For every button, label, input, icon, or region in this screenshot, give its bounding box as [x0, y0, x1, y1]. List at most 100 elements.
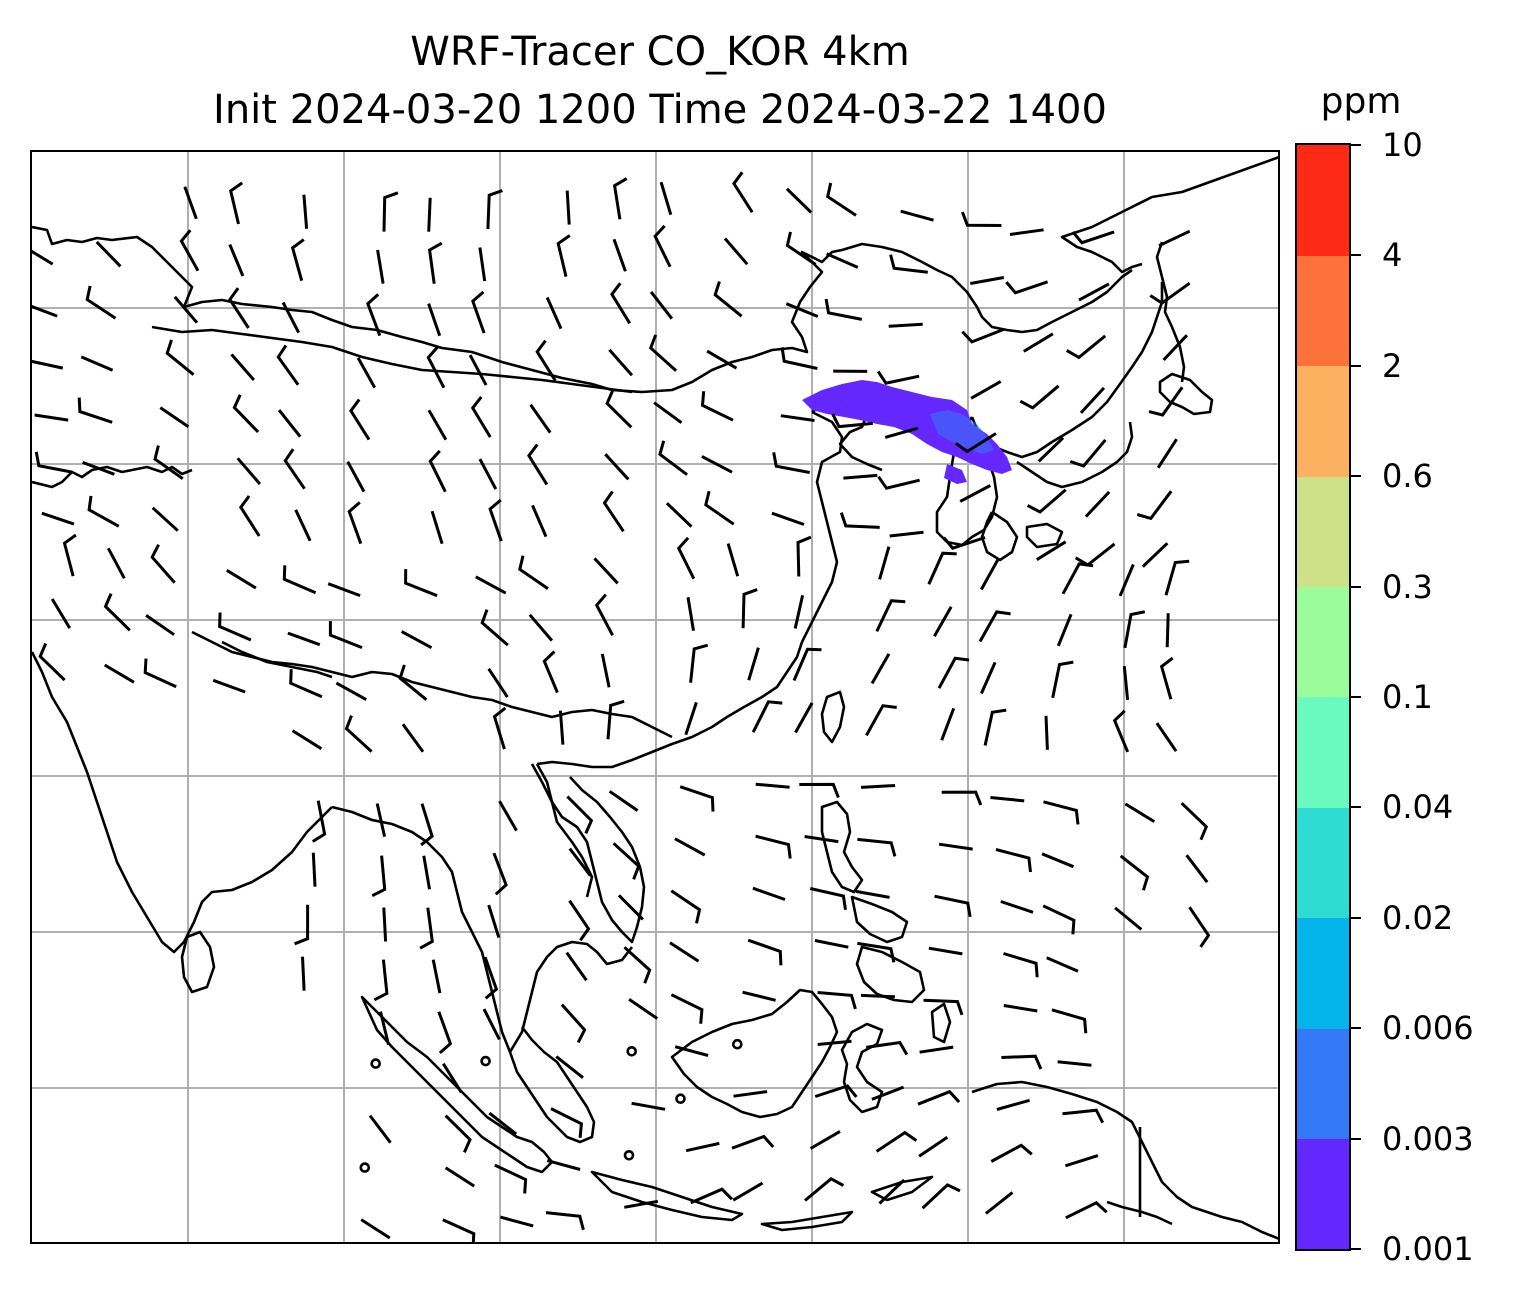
coastline-philippines-visayas: [850, 895, 909, 944]
wind-barb: [978, 610, 1011, 643]
border-laos: [530, 763, 594, 898]
wind-barb: [1123, 610, 1146, 649]
wind-barb: [1023, 332, 1054, 353]
wind-barb: [900, 209, 934, 222]
wind-barb: [593, 557, 619, 585]
wind-barb: [1119, 854, 1150, 891]
wind-barb: [755, 782, 790, 789]
wind-barb: [500, 1215, 534, 1228]
wind-barb: [183, 186, 198, 220]
wind-barb: [875, 1130, 918, 1153]
wind-barb: [610, 282, 631, 325]
wind-barb: [179, 229, 200, 272]
wind-barb: [1124, 802, 1156, 823]
wind-barb: [442, 1062, 463, 1094]
wind-barb: [612, 238, 627, 272]
wind-barb: [817, 1039, 852, 1046]
wind-barb: [612, 842, 641, 880]
colorbar-segment: [1297, 255, 1349, 367]
wind-barb: [518, 555, 549, 590]
wind-barb: [1069, 438, 1107, 468]
wind-barb: [282, 565, 317, 595]
colorbar-segment: [1297, 365, 1349, 477]
wind-barb: [1078, 282, 1110, 302]
wind-barb: [301, 956, 306, 991]
wind-barb: [427, 409, 448, 441]
wind-barb: [772, 452, 810, 474]
wind-barb: [277, 409, 302, 438]
wind-barb: [921, 1183, 961, 1210]
wind-barb: [426, 346, 446, 389]
wind-barb: [942, 536, 986, 550]
wind-barb: [535, 339, 557, 382]
wind-barb: [670, 889, 702, 924]
map-canvas: [32, 152, 1278, 1242]
wind-barb: [826, 182, 857, 217]
wind-barb: [870, 653, 891, 685]
wind-barb: [669, 941, 700, 963]
wind-barb: [1164, 559, 1190, 596]
wind-barb: [843, 473, 878, 480]
wind-barb: [427, 241, 443, 284]
wind-barb: [780, 414, 815, 422]
wind-barb: [1041, 852, 1075, 869]
wind-barb: [1185, 854, 1209, 884]
wind-barb: [349, 398, 371, 441]
wind-barb: [360, 1218, 391, 1240]
wind-barb: [1180, 802, 1209, 841]
wind-barb: [371, 855, 387, 898]
wind-barb: [478, 458, 498, 490]
colorbar-tick-label: 0.003: [1382, 1119, 1474, 1158]
wind-barb: [444, 1166, 476, 1188]
wind-barb: [568, 899, 591, 942]
colorbar-tick-label: 2: [1382, 346, 1403, 385]
wind-barb: [492, 706, 507, 750]
wind-barb: [940, 707, 956, 741]
wind-barb: [302, 194, 309, 229]
wind-barb: [347, 501, 363, 545]
map-title-line1: WRF-Tracer CO_KOR 4km: [410, 29, 910, 75]
wind-barb: [608, 348, 634, 377]
wind-barb: [32, 249, 54, 266]
wind-barb: [153, 445, 184, 480]
wind-barb: [1074, 542, 1116, 567]
coastline-russia: [1060, 156, 1278, 274]
calm-wind-marker: [675, 1093, 686, 1105]
wind-barb: [294, 904, 310, 946]
wind-barb: [1159, 656, 1174, 700]
wind-barb: [546, 1159, 581, 1171]
wind-barb: [487, 667, 509, 698]
wind-barb: [103, 593, 131, 632]
wind-barb: [785, 302, 819, 318]
wind-barb: [427, 303, 442, 337]
border-china-south: [191, 630, 673, 739]
wind-barb: [542, 650, 559, 694]
wind-barb: [283, 448, 306, 490]
wind-barbs: [32, 171, 1211, 1242]
wind-barb: [1042, 904, 1076, 935]
wind-barb: [889, 530, 924, 538]
wind-barb: [1009, 228, 1044, 236]
wind-barb: [528, 613, 554, 642]
wind-barb: [238, 495, 261, 537]
wind-barb: [701, 455, 733, 474]
wind-barb: [855, 889, 890, 899]
wind-barb: [165, 339, 195, 376]
wind-barb: [382, 907, 388, 942]
wind-barb: [151, 506, 179, 532]
wind-barb: [143, 658, 177, 689]
wind-barb: [368, 1114, 392, 1144]
colorbar-segment: [1297, 697, 1349, 808]
colorbar-tick-label: 0.02: [1382, 898, 1454, 937]
wind-barb: [604, 453, 630, 481]
wind-barb: [382, 191, 399, 232]
colorbar-tick-label: 0.3: [1382, 567, 1433, 606]
wind-barb: [475, 575, 507, 595]
wind-barb: [379, 1011, 390, 1045]
wind-barb: [550, 1107, 583, 1138]
wind-barb: [605, 389, 633, 429]
wind-barb: [294, 509, 312, 542]
wind-barb: [747, 647, 760, 681]
wind-barb: [529, 403, 552, 434]
map-panel[interactable]: [30, 150, 1280, 1244]
